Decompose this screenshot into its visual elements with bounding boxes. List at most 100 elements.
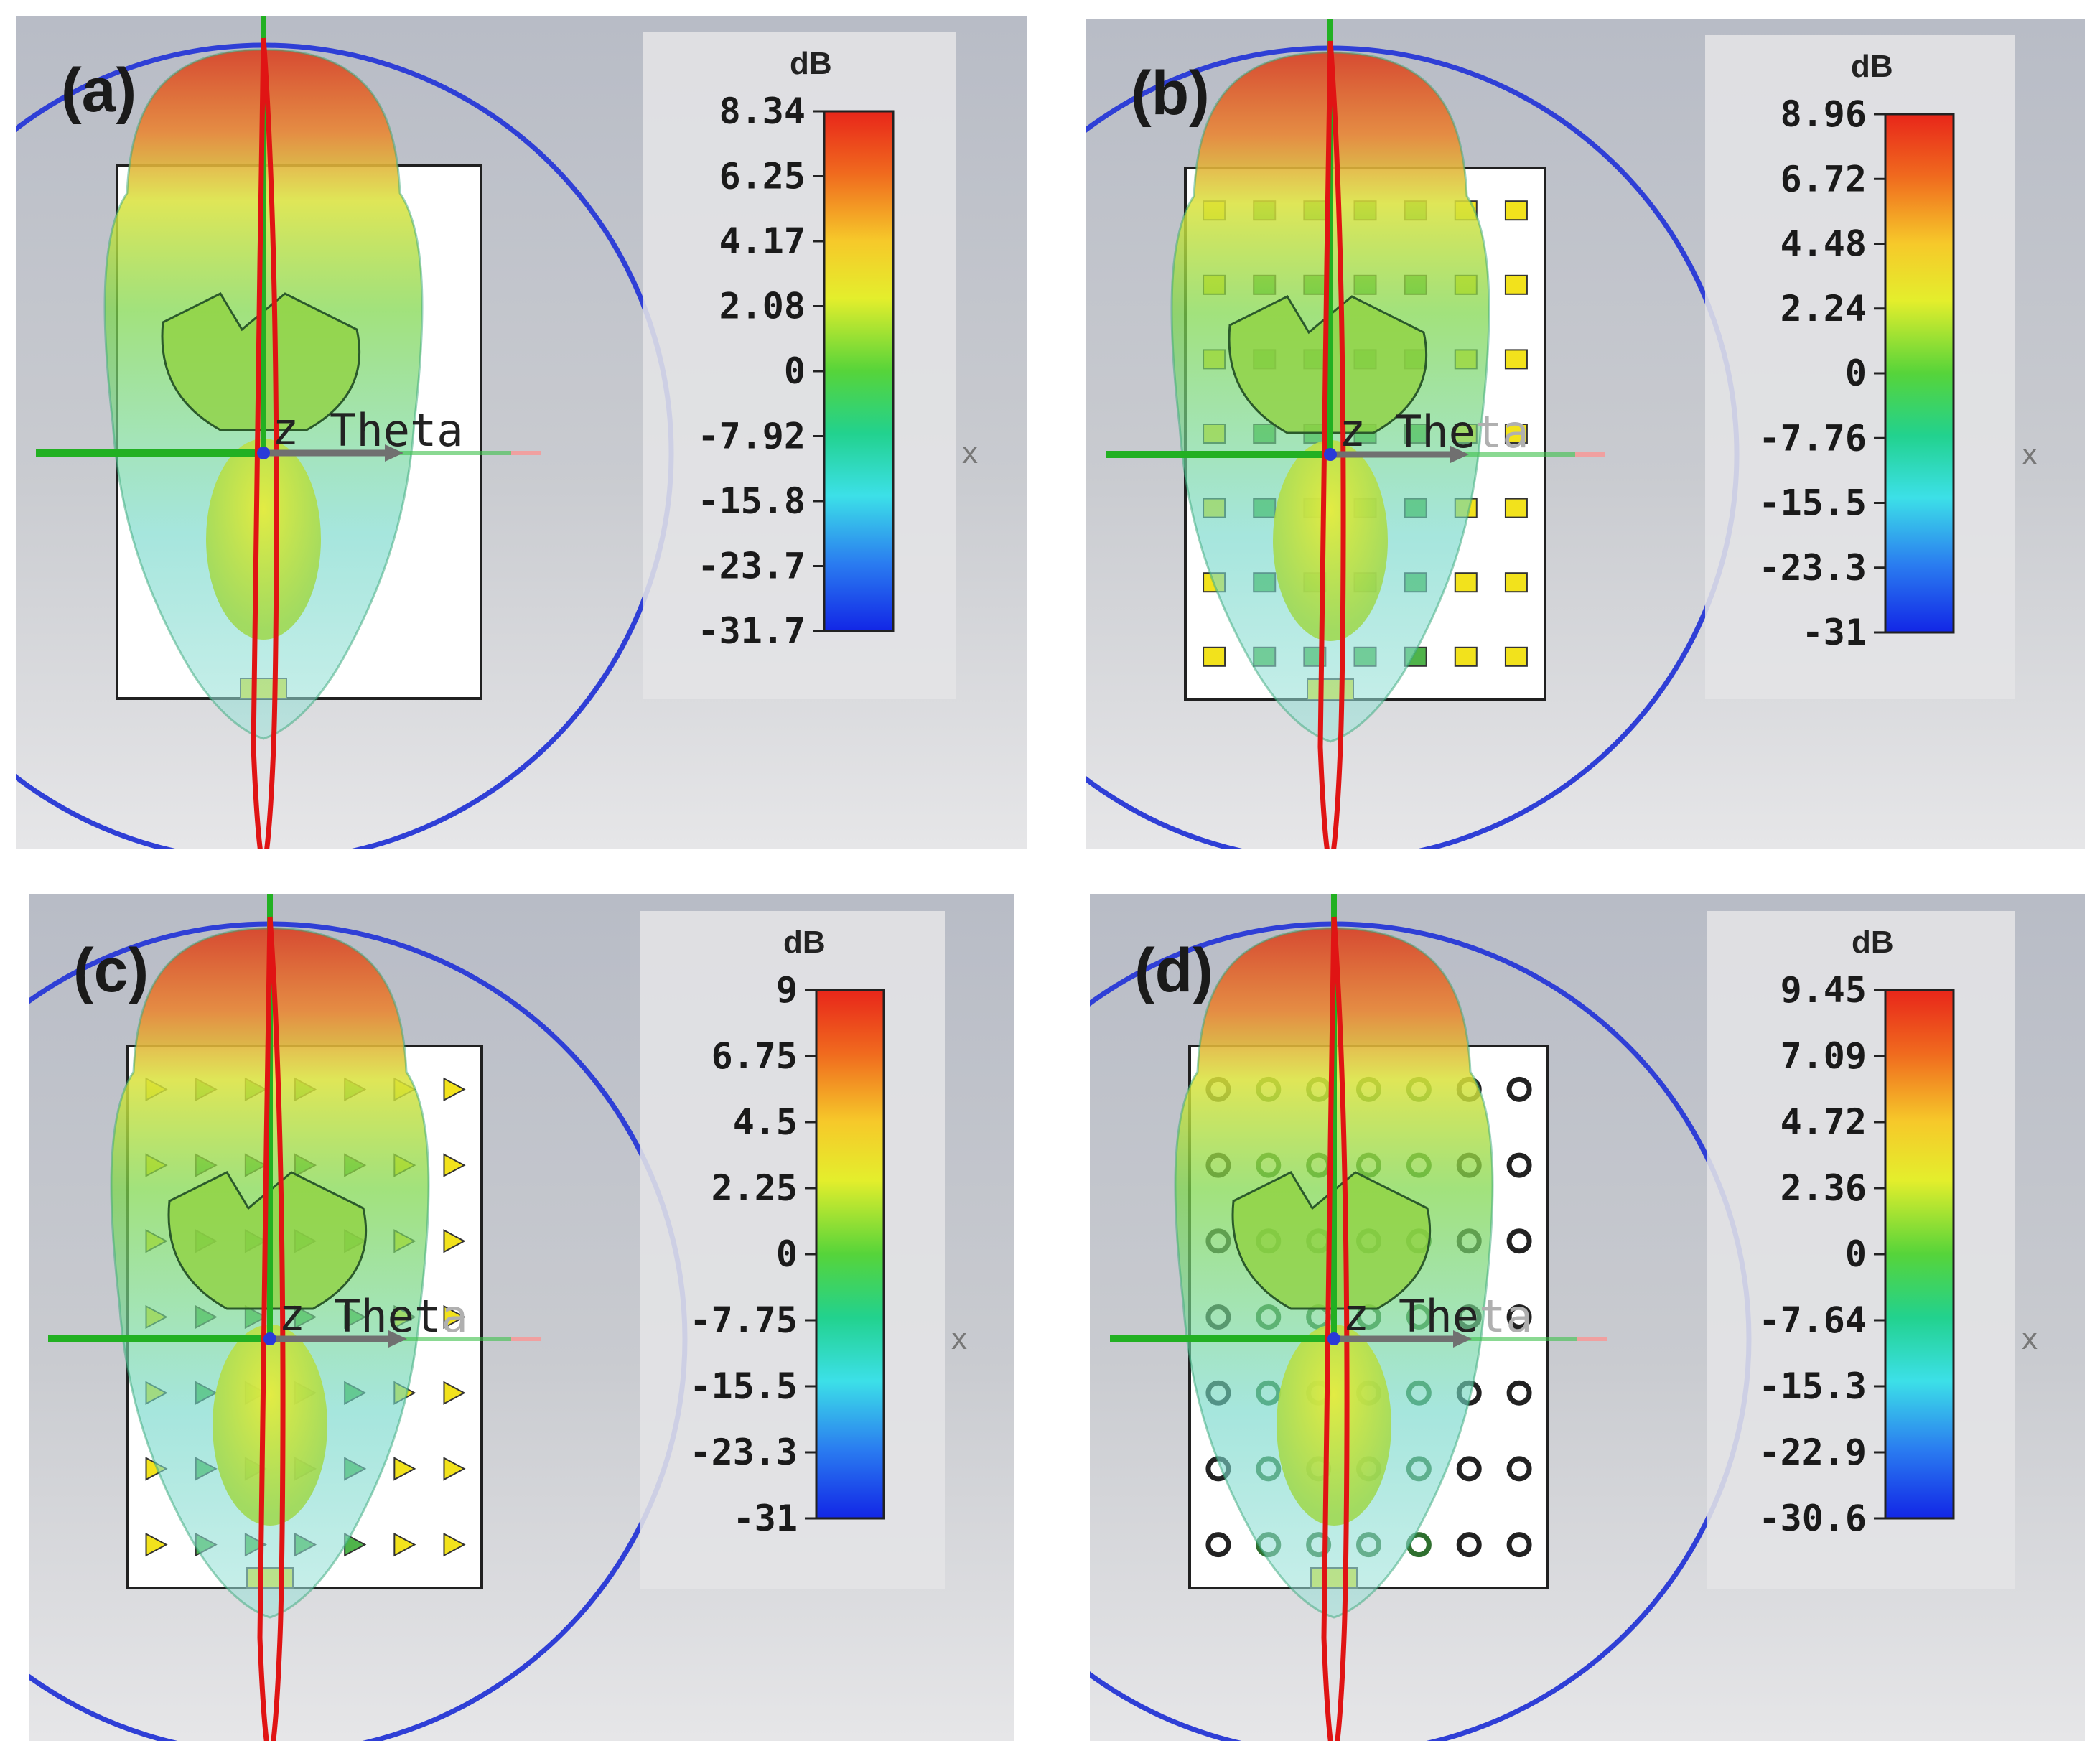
origin-dot (257, 447, 270, 459)
color-bar-tick-label: 4.72 (1781, 1101, 1867, 1143)
back-lobe (206, 439, 321, 640)
theta-label-main: The (1395, 406, 1475, 458)
z-axis-label: z (1339, 404, 1366, 457)
unit-cell (443, 1381, 466, 1405)
unit-cell (1506, 1380, 1532, 1406)
unit-cell (1506, 1532, 1532, 1558)
unit-cell (443, 1304, 466, 1330)
unit-cell (443, 1077, 466, 1102)
origin-dot (1324, 448, 1337, 461)
unit-cell (1454, 572, 1478, 593)
theta-arrow-head (388, 1330, 407, 1348)
color-bar-tick-label: 4.5 (733, 1101, 798, 1143)
color-bar-tick-label: -15.8 (697, 480, 806, 522)
unit-cell (1506, 1304, 1532, 1330)
color-bar-tick-label: 7.09 (1781, 1035, 1867, 1077)
color-bar-tick-label: -23.3 (689, 1432, 798, 1473)
unit-cell (1454, 646, 1478, 667)
theta-arrow-head (385, 444, 403, 462)
unit-cell (1203, 646, 1226, 667)
unit-cell (1504, 349, 1528, 370)
color-scale-panel (1707, 911, 2015, 1589)
unit-cell (1506, 1456, 1532, 1482)
color-bar-tick-label: -22.9 (1758, 1432, 1867, 1473)
panel-d-canvas: z Theta (d) dB 9.45 7.09 4.72 2.36 0 -7.64 -15.3 -2… (1090, 894, 2085, 1741)
unit-cell (1456, 1532, 1482, 1558)
color-bar-tick-label: 0 (1845, 1233, 1867, 1275)
color-bar-tick-label: -31 (733, 1498, 798, 1539)
color-bar-tick-label: -7.92 (697, 416, 806, 457)
unit-cell (443, 1153, 466, 1177)
color-bar-tick-label: -15.5 (689, 1365, 798, 1407)
unit-cell (443, 1532, 466, 1557)
color-bar-tick-label: 6.72 (1781, 158, 1867, 200)
color-scale-panel (643, 32, 956, 699)
panel-d: z Theta (d) dB 9.45 7.09 4.72 2.36 0 -7.64 -15.3 -2… (1090, 894, 2085, 1741)
e-plane-cut (251, 37, 279, 849)
x-axis-marker: x (951, 1323, 968, 1356)
color-bar-tick-label: 8.96 (1781, 93, 1867, 135)
color-bar-tick-label: -7.64 (1758, 1299, 1867, 1341)
color-bar (815, 989, 885, 1520)
panel-c-canvas: z Theta (c) dB 9 6.75 4.5 2.25 0 -7.75 -15.5 -23.3 -… (29, 894, 1014, 1741)
z-axis-label: z (1343, 1289, 1369, 1341)
unit-cell (1504, 498, 1528, 518)
color-bar-tick-label: -31 (1802, 612, 1867, 653)
theta-label-faded: ta (1475, 406, 1529, 458)
color-bar-tick-label: 0 (784, 350, 806, 392)
color-bar-tick-label: 4.17 (719, 220, 806, 262)
color-bar-tick-label: 9 (776, 969, 798, 1011)
color-scale-panel (1705, 35, 2015, 699)
color-scale-unit: dB (1851, 49, 1893, 84)
unit-cell (1506, 1076, 1532, 1102)
z-axis-label: z (279, 1289, 305, 1341)
theta-arrow-head (1450, 446, 1469, 463)
color-scale-panel (640, 911, 945, 1589)
theta-label: Theta (334, 1290, 468, 1342)
panel-b: z Theta (b) dB 8.96 6.72 4.48 2.24 0 -7.76 -15.5 -2… (1086, 19, 2085, 849)
theta-label-main: Theta (330, 404, 464, 457)
color-bar-tick-label: 8.34 (719, 90, 806, 132)
x-axis-marker: x (2021, 439, 2038, 472)
theta-label-main: The (1399, 1290, 1479, 1342)
color-bar-tick-label: 2.36 (1781, 1167, 1867, 1209)
back-lobe (1273, 440, 1388, 641)
z-axis-label: z (272, 403, 299, 455)
color-bar-tick-label: 0 (1845, 352, 1867, 394)
theta-label-main: Thet (334, 1290, 441, 1342)
color-bar-tick-label: 2.24 (1781, 288, 1867, 330)
panel-a: z Theta (a) dB 8.34 6.25 4.17 2.08 0 -7.92 -15.8 -2… (16, 16, 1027, 849)
color-bar-tick-label: 0 (776, 1233, 798, 1275)
color-bar (1884, 113, 1955, 634)
color-bar-tick-label: 9.45 (1781, 969, 1867, 1011)
unit-cell (393, 1532, 416, 1557)
unit-cell (443, 1457, 466, 1481)
color-bar-tick-label: 2.08 (719, 286, 806, 327)
color-bar-tick-label: -15.3 (1758, 1365, 1867, 1407)
color-bar-tick-label: 2.25 (711, 1167, 798, 1209)
unit-cell (1504, 200, 1528, 221)
color-bar-tick-label: -23.7 (697, 546, 806, 587)
panel-a-canvas: z Theta (a) dB 8.34 6.25 4.17 2.08 0 -7.92 -15.8 -2… (16, 16, 1027, 849)
color-bar (823, 110, 895, 632)
back-lobe (1277, 1325, 1391, 1526)
theta-label: Theta (1395, 406, 1529, 458)
panel-label: (d) (1134, 936, 1213, 1005)
unit-cell (1456, 1456, 1482, 1482)
color-scale-unit: dB (1852, 925, 1894, 960)
origin-dot (263, 1332, 276, 1345)
theta-label-faded: a (441, 1290, 467, 1342)
x-axis-marker: x (961, 437, 979, 470)
origin-dot (1327, 1332, 1340, 1345)
color-bar-tick-label: -7.75 (689, 1299, 798, 1341)
unit-cell (1506, 1228, 1532, 1254)
panel-label: (a) (61, 56, 136, 125)
unit-cell (1504, 572, 1528, 593)
panel-label: (c) (73, 936, 149, 1005)
unit-cell (1504, 424, 1528, 444)
panel-c: z Theta (c) dB 9 6.75 4.5 2.25 0 -7.75 -15.5 -23.3 -… (29, 894, 1014, 1741)
color-bar-tick-label: -30.6 (1758, 1498, 1867, 1539)
color-scale-unit: dB (783, 925, 826, 960)
theta-arrow-head (1453, 1330, 1472, 1348)
